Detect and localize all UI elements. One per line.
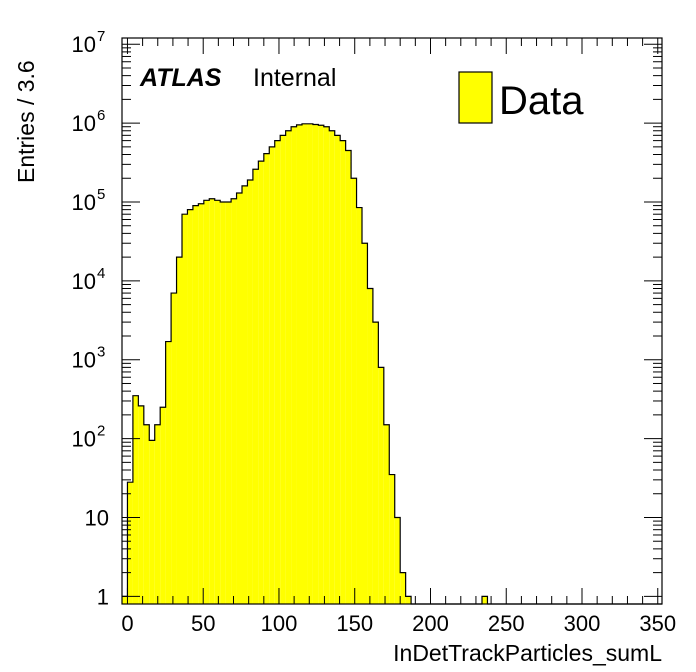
histogram-bin [378,367,384,604]
histogram-bin [209,198,215,604]
y-tick-label: 10 [85,505,109,530]
y-tick-exponent: 6 [97,107,105,124]
x-axis-title: InDetTrackParticles_sumL [393,640,662,666]
histogram-bin [132,395,139,604]
histogram-bin [482,596,488,604]
histogram-bin [334,135,341,604]
y-tick-label: 10 [72,32,96,57]
histogram-bars [122,123,488,605]
histogram-bin [127,482,133,604]
histogram-bin [138,405,144,604]
histogram-bin [252,169,259,604]
histogram-bin [122,596,128,604]
histogram-bin [351,178,357,604]
histogram-bin [171,293,177,604]
histogram-bin [214,200,221,604]
x-tick-label: 200 [412,611,449,636]
y-tick-exponent: 3 [97,344,105,361]
histogram-bin [220,201,226,604]
histogram-bin [291,126,297,604]
x-axis-ticks: 0 50 100 150 200 250 300 350 [121,38,676,636]
x-tick-label: 350 [639,611,676,636]
histogram-bin [329,130,335,604]
histogram-bin [263,153,270,605]
x-tick-label: 50 [191,611,215,636]
y-tick-label: 10 [72,269,96,294]
legend-swatch [458,71,493,124]
y-axis-title: Entries / 3.6 [13,60,39,183]
histogram-bin [340,140,346,605]
y-tick-exponent: 2 [97,423,105,440]
y-tick-label: 10 [72,190,96,215]
x-tick-label: 300 [564,611,601,636]
histogram-bin [323,126,330,604]
histogram-bin [312,124,319,605]
histogram-bin [394,517,401,604]
x-tick-label: 0 [121,611,133,636]
plot-frame [121,37,663,605]
histogram-bin [362,243,368,604]
histogram-bin [356,207,362,605]
histogram-bin [182,214,188,604]
histogram-bin [149,440,155,604]
histogram-bin [405,596,412,604]
histogram-bin [307,123,313,605]
x-tick-label: 150 [336,611,373,636]
histogram-bin [302,123,308,605]
y-tick-label: 10 [72,348,96,373]
y-tick-exponent: 4 [97,265,105,282]
histogram-bin [198,203,204,605]
histogram-bin [296,124,302,604]
atlas-label: ATLAS [139,64,222,92]
histogram-bin [258,161,264,604]
histogram-bin [285,130,292,604]
y-tick-exponent: 5 [97,186,105,203]
atlas-status-label: Internal [253,64,336,92]
histogram-bin [143,424,150,604]
y-tick-label: 1 [97,584,109,609]
histogram-bin [231,198,237,604]
histogram-bin [154,424,161,604]
x-tick-label: 100 [261,611,298,636]
histogram-bin [389,474,395,604]
histogram-bin [274,140,281,605]
x-tick-label: 250 [488,611,525,636]
histogram-bin [165,341,172,604]
histogram-bin [192,205,199,604]
histogram-bin [247,180,253,604]
histogram-bin [318,125,324,605]
histogram-bin [383,424,390,604]
histogram-bin [400,572,406,604]
histogram-bin [225,201,232,604]
histogram-bin [280,135,286,604]
histogram-bin [160,407,166,604]
histogram-bin [367,288,373,604]
y-tick-label: 10 [72,427,96,452]
histogram-bin [269,146,275,604]
y-tick-label: 10 [72,111,96,136]
histogram-bin [203,200,210,604]
histogram-bin [176,257,182,604]
legend-entry-data: Data [499,79,584,123]
histogram-bin [242,185,248,604]
histogram-bin [345,150,352,604]
y-tick-exponent: 7 [97,28,105,45]
histogram-bin [236,193,242,604]
histogram-bin [187,209,193,604]
histogram-bin [372,322,379,604]
